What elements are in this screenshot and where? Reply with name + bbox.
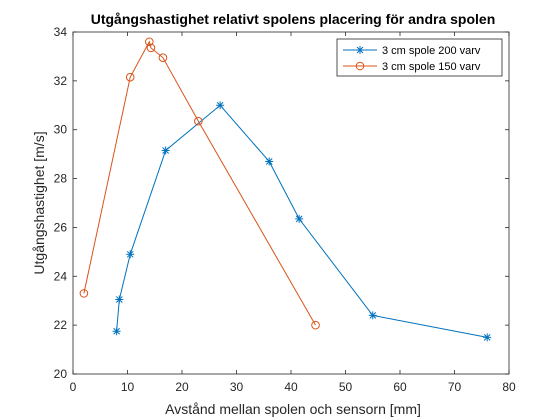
x-tick-label: 30 (230, 380, 244, 394)
y-tick-label: 32 (54, 74, 68, 88)
legend-marker (356, 46, 364, 54)
data-point (161, 146, 170, 155)
x-tick-label: 60 (393, 380, 407, 394)
x-tick-label: 50 (339, 380, 353, 394)
data-point (126, 250, 135, 259)
y-tick-label: 30 (54, 123, 68, 137)
series-1 (112, 101, 492, 342)
series-2 (79, 37, 320, 330)
data-point (194, 116, 203, 126)
legend: 3 cm spole 200 varv 3 cm spole 150 varv (336, 38, 503, 77)
data-point (158, 53, 168, 62)
y-axis-ticks: 20 22 24 26 28 30 32 34 (54, 25, 509, 381)
x-tick-label: 40 (284, 380, 298, 394)
data-point (79, 289, 89, 298)
y-tick-label: 22 (54, 318, 68, 332)
series-line (83, 40, 316, 326)
data-point (146, 43, 156, 53)
data-point (295, 214, 304, 223)
x-tick-label: 80 (502, 380, 516, 394)
legend-box (336, 38, 503, 77)
y-tick-label: 20 (54, 367, 68, 381)
y-tick-label: 26 (54, 220, 68, 234)
y-tick-label: 34 (54, 25, 68, 39)
legend-label: 3 cm spole 150 varv (382, 61, 481, 73)
chart-title: Utgångshastighet relativt spolens placer… (91, 11, 496, 27)
data-point (115, 295, 124, 304)
y-tick-label: 24 (54, 269, 68, 283)
data-point (125, 72, 135, 82)
y-tick-label: 28 (54, 172, 68, 186)
legend-entry: 3 cm spole 200 varv (343, 45, 481, 57)
legend-entry: 3 cm spole 150 varv (343, 61, 481, 73)
data-point (216, 101, 225, 110)
data-point (368, 311, 377, 320)
legend-marker (355, 61, 365, 71)
data-point (483, 333, 492, 342)
x-tick-label: 20 (175, 380, 189, 394)
x-tick-label: 10 (121, 380, 135, 394)
data-point (112, 327, 121, 336)
x-axis-label: Avstånd mellan spolen och sensorn [mm] (165, 401, 421, 417)
x-axis-ticks: 0 10 20 30 40 50 60 70 80 (70, 32, 516, 394)
series-layer (79, 37, 492, 342)
data-point (145, 37, 154, 47)
x-tick-label: 0 (70, 380, 77, 394)
x-tick-label: 70 (448, 380, 462, 394)
data-point (265, 157, 274, 166)
legend-label: 3 cm spole 200 varv (382, 45, 481, 57)
data-point (311, 320, 320, 330)
y-axis-label: Utgångshastighet [m/s] (31, 131, 47, 274)
